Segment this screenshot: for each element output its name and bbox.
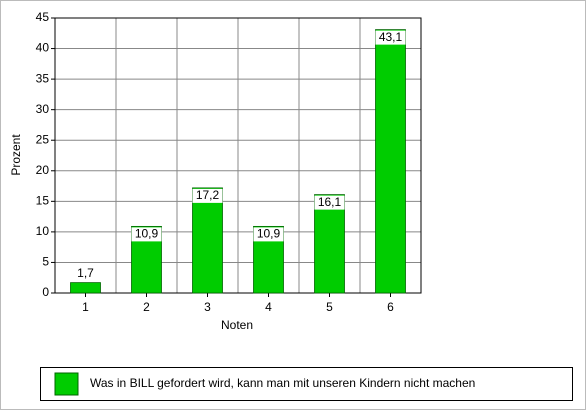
- bar: [314, 194, 345, 294]
- bar: [375, 29, 406, 294]
- y-tick-label: 15: [36, 194, 50, 208]
- legend-swatch: [54, 372, 79, 396]
- y-tick-label: 20: [36, 163, 50, 177]
- value-label: 17,2: [196, 188, 220, 202]
- bar: [192, 187, 223, 294]
- value-label: 10,9: [257, 227, 281, 241]
- y-tick-label: 40: [36, 41, 50, 55]
- value-label-bg: [131, 227, 162, 242]
- legend-label: Was in BILL gefordert wird, kann man mit…: [90, 376, 475, 390]
- value-label: 10,9: [135, 227, 159, 241]
- value-label-bg: [375, 30, 406, 45]
- y-tick-label: 45: [36, 10, 50, 24]
- x-tick-label: 4: [265, 300, 272, 314]
- x-tick-label: 2: [143, 300, 150, 314]
- x-tick-label: 3: [204, 300, 211, 314]
- y-axis-label: Prozent: [9, 134, 23, 176]
- value-label: 1,7: [77, 266, 94, 280]
- x-tick-label: 5: [326, 300, 333, 314]
- x-tick-label: 1: [82, 300, 89, 314]
- y-tick-label: 10: [36, 224, 50, 238]
- y-tick-label: 30: [36, 102, 50, 116]
- x-tick-label: 6: [387, 300, 394, 314]
- value-label-bg: [192, 188, 223, 203]
- value-label: 43,1: [379, 30, 403, 44]
- legend-box: [40, 367, 573, 401]
- value-label-bg: [253, 227, 284, 242]
- y-tick-label: 25: [36, 132, 50, 146]
- value-label-bg: [314, 195, 345, 210]
- bar: [70, 282, 101, 294]
- y-tick-label: 5: [42, 255, 49, 269]
- value-label: 16,1: [318, 195, 342, 209]
- x-axis-label: Noten: [221, 318, 253, 332]
- plot-border: [54, 17, 422, 294]
- y-tick-label: 35: [36, 71, 50, 85]
- y-tick-label: 0: [42, 285, 49, 299]
